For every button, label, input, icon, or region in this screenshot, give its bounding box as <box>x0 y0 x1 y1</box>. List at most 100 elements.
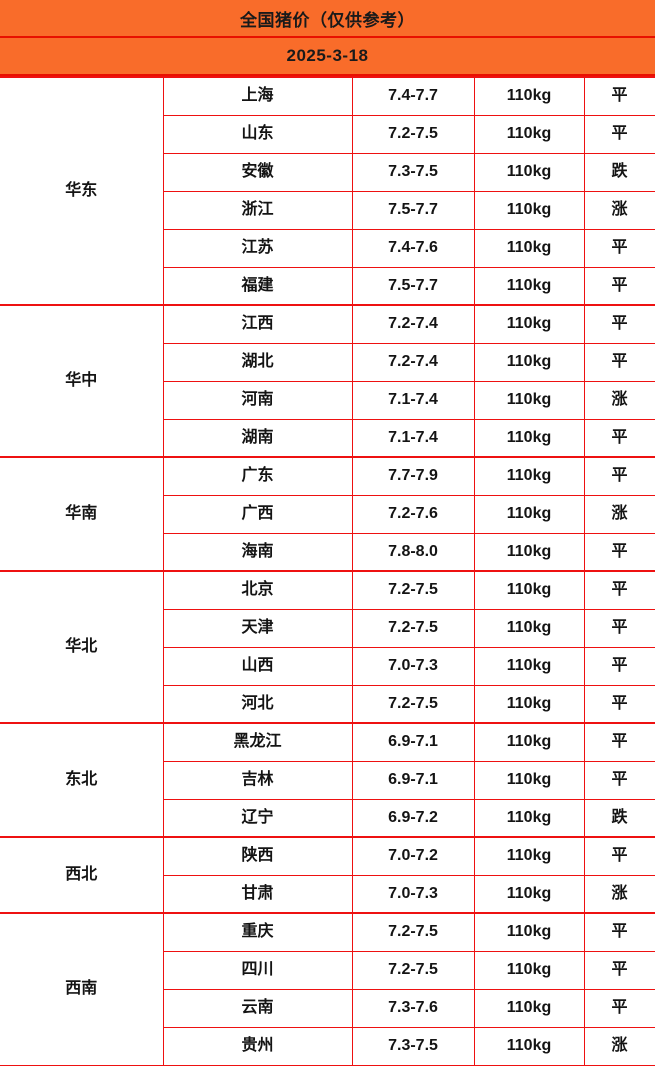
price-cell: 7.4-7.7 <box>352 76 475 116</box>
province-cell: 重庆 <box>163 912 353 952</box>
weight-cell: 110kg <box>474 951 585 990</box>
province-cell: 贵州 <box>163 1027 353 1066</box>
weight-cell: 110kg <box>474 761 585 800</box>
trend-cell: 平 <box>584 951 655 990</box>
trend-cell: 跌 <box>584 153 655 192</box>
table-row: 山东 7.2-7.5 110kg 平 <box>0 115 655 154</box>
region-label: 华中 <box>0 304 164 458</box>
price-cell: 7.4-7.6 <box>352 229 475 268</box>
weight-cell: 110kg <box>474 153 585 192</box>
table-row: 山西 7.0-7.3 110kg 平 <box>0 647 655 686</box>
price-table-body: 华东 上海 7.4-7.7 110kg 平山东 7.2-7.5 110kg 平安徽 7.3-7.… <box>0 76 655 1066</box>
trend-cell: 平 <box>584 609 655 648</box>
table-row: 贵州 7.3-7.5 110kg 涨 <box>0 1027 655 1066</box>
weight-cell: 110kg <box>474 570 585 610</box>
weight-cell: 110kg <box>474 229 585 268</box>
province-cell: 广西 <box>163 495 353 534</box>
price-cell: 7.7-7.9 <box>352 456 475 496</box>
province-cell: 河南 <box>163 381 353 420</box>
price-cell: 7.1-7.4 <box>352 419 475 458</box>
table-row: 华北 北京 7.2-7.5 110kg 平 <box>0 570 655 724</box>
weight-cell: 110kg <box>474 799 585 838</box>
region-label: 华南 <box>0 456 164 572</box>
price-cell: 7.3-7.5 <box>352 1027 475 1066</box>
province-cell: 云南 <box>163 989 353 1028</box>
weight-cell: 110kg <box>474 456 585 496</box>
trend-cell: 涨 <box>584 381 655 420</box>
trend-cell: 涨 <box>584 495 655 534</box>
province-cell: 吉林 <box>163 761 353 800</box>
table-row: 云南 7.3-7.6 110kg 平 <box>0 989 655 1028</box>
weight-cell: 110kg <box>474 419 585 458</box>
province-cell: 黑龙江 <box>163 722 353 762</box>
table-row: 华东 上海 7.4-7.7 110kg 平 <box>0 76 655 306</box>
province-cell: 海南 <box>163 533 353 572</box>
province-cell: 湖北 <box>163 343 353 382</box>
table-row: 天津 7.2-7.5 110kg 平 <box>0 609 655 648</box>
region-label: 西南 <box>0 912 164 1066</box>
trend-cell: 平 <box>584 343 655 382</box>
trend-cell: 平 <box>584 419 655 458</box>
province-cell: 四川 <box>163 951 353 990</box>
price-cell: 7.0-7.3 <box>352 647 475 686</box>
trend-cell: 跌 <box>584 799 655 838</box>
weight-cell: 110kg <box>474 76 585 116</box>
province-cell: 上海 <box>163 76 353 116</box>
table-row: 辽宁 6.9-7.2 110kg 跌 <box>0 799 655 838</box>
province-cell: 山东 <box>163 115 353 154</box>
province-cell: 湖南 <box>163 419 353 458</box>
table-row: 河南 7.1-7.4 110kg 涨 <box>0 381 655 420</box>
weight-cell: 110kg <box>474 495 585 534</box>
weight-cell: 110kg <box>474 647 585 686</box>
page-title: 全国猪价（仅供参考） <box>0 0 655 38</box>
weight-cell: 110kg <box>474 836 585 876</box>
trend-cell: 平 <box>584 722 655 762</box>
price-cell: 7.0-7.3 <box>352 875 475 914</box>
weight-cell: 110kg <box>474 1027 585 1066</box>
price-cell: 7.3-7.5 <box>352 153 475 192</box>
trend-cell: 平 <box>584 456 655 496</box>
province-cell: 浙江 <box>163 191 353 230</box>
trend-cell: 平 <box>584 229 655 268</box>
report-date: 2025-3-18 <box>0 38 655 76</box>
province-cell: 辽宁 <box>163 799 353 838</box>
province-cell: 河北 <box>163 685 353 724</box>
trend-cell: 平 <box>584 570 655 610</box>
table-row: 华中 江西 7.2-7.4 110kg 平 <box>0 304 655 458</box>
weight-cell: 110kg <box>474 989 585 1028</box>
price-cell: 7.2-7.4 <box>352 343 475 382</box>
trend-cell: 平 <box>584 761 655 800</box>
price-cell: 7.2-7.5 <box>352 951 475 990</box>
weight-cell: 110kg <box>474 685 585 724</box>
weight-cell: 110kg <box>474 304 585 344</box>
weight-cell: 110kg <box>474 343 585 382</box>
table-row: 福建 7.5-7.7 110kg 平 <box>0 267 655 306</box>
price-cell: 6.9-7.1 <box>352 722 475 762</box>
trend-cell: 涨 <box>584 875 655 914</box>
table-row: 东北 黑龙江 6.9-7.1 110kg 平 <box>0 722 655 838</box>
province-cell: 北京 <box>163 570 353 610</box>
region-label: 西北 <box>0 836 164 914</box>
region-label: 东北 <box>0 722 164 838</box>
trend-cell: 涨 <box>584 191 655 230</box>
trend-cell: 平 <box>584 533 655 572</box>
trend-cell: 平 <box>584 647 655 686</box>
price-cell: 7.2-7.4 <box>352 304 475 344</box>
province-cell: 山西 <box>163 647 353 686</box>
table-row: 江苏 7.4-7.6 110kg 平 <box>0 229 655 268</box>
province-cell: 甘肃 <box>163 875 353 914</box>
table-row: 广西 7.2-7.6 110kg 涨 <box>0 495 655 534</box>
province-cell: 安徽 <box>163 153 353 192</box>
price-cell: 7.2-7.5 <box>352 115 475 154</box>
price-cell: 7.0-7.2 <box>352 836 475 876</box>
weight-cell: 110kg <box>474 533 585 572</box>
price-cell: 6.9-7.2 <box>352 799 475 838</box>
table-row: 湖北 7.2-7.4 110kg 平 <box>0 343 655 382</box>
table-row: 华南 广东 7.7-7.9 110kg 平 <box>0 456 655 572</box>
weight-cell: 110kg <box>474 875 585 914</box>
trend-cell: 平 <box>584 989 655 1028</box>
price-table: 华东 上海 7.4-7.7 110kg 平山东 7.2-7.5 110kg 平安徽 7.3-7.… <box>0 76 655 1066</box>
price-cell: 6.9-7.1 <box>352 761 475 800</box>
price-cell: 7.2-7.5 <box>352 912 475 952</box>
